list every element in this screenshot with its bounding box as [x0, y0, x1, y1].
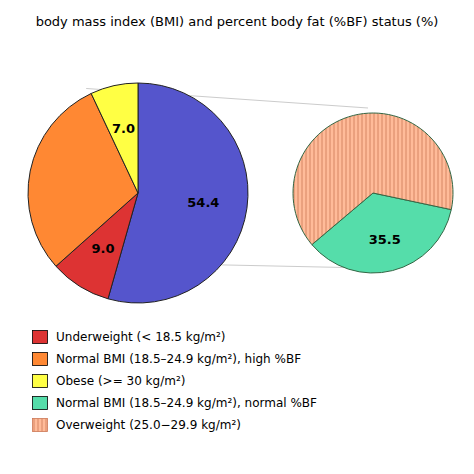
svg-text:35.5: 35.5 [369, 232, 401, 247]
html-text:Normal BMI (18.5–24.9 kg/m²),: Normal BMI (18.5–24.9 kg/m²), normal %BF [56, 396, 317, 410]
html-text:Overweight (25.0−29.9 kg/m²): Overweight (25.0−29.9 kg/m²) [56, 418, 241, 432]
html-text:Normal BMI (18.5–24.9 kg/m²),: Normal BMI (18.5–24.9 kg/m²), high %BF [56, 352, 301, 366]
html-text:Underweight (< 18.5 kg/m²): Underweight (< 18.5 kg/m²) [56, 330, 226, 344]
svg-text:7.0: 7.0 [112, 121, 135, 136]
svg-text:9.0: 9.0 [91, 241, 114, 256]
html-text:body mass index (BMI) and perc: body mass index (BMI) and percent body f… [35, 14, 439, 29]
html-text:Obese (>= 30 kg/m²): Obese (>= 30 kg/m²) [56, 374, 186, 388]
svg-text:54.4: 54.4 [187, 195, 219, 210]
